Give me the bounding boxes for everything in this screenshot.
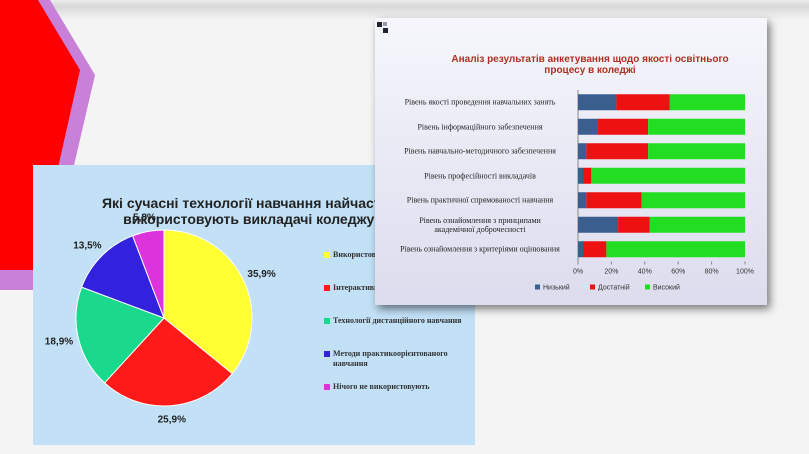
bar-segment	[606, 241, 745, 258]
pie-panel: Які сучасні технології навчання найчасті…	[33, 165, 476, 445]
pie-title: Які сучасні технології навчання найчасті…	[101, 195, 405, 227]
bar-segment	[591, 167, 745, 184]
bar-segment	[583, 167, 592, 184]
x-tick-label: 100%	[736, 268, 754, 275]
bar-segment	[578, 167, 584, 184]
data-label: 18,9%	[45, 336, 73, 347]
bar-segment	[578, 143, 587, 160]
x-tick-label: 80%	[705, 268, 719, 275]
bar-segment	[578, 94, 617, 111]
legend-label: Нічого не використовують	[333, 382, 430, 391]
legend-label: Високий	[653, 283, 680, 291]
legend-swatch	[535, 284, 540, 290]
bar-segment	[616, 94, 670, 111]
data-label: 25,9%	[158, 414, 186, 425]
legend-label: Достатній	[598, 283, 630, 291]
bar-segment	[641, 192, 745, 209]
bar-segment	[578, 192, 587, 209]
y-tick-label: Рівень практичної спрямованості навчання	[406, 195, 554, 205]
bar-segment	[578, 216, 619, 233]
pie-slice	[80, 235, 165, 319]
pie-slice	[131, 229, 165, 319]
bar-segment	[578, 241, 584, 258]
bar-segment	[583, 241, 607, 258]
legend-swatch	[324, 318, 330, 324]
data-label: 5,8%	[133, 212, 156, 223]
bar-chart: 0% 20% 40% 60% 80% 100% Низький Достатній Високи…	[535, 90, 754, 291]
y-tick-label: Рівень навчально-методичного забезпеченн…	[404, 146, 556, 156]
legend-swatch	[324, 384, 330, 390]
bar-segment	[618, 216, 650, 233]
bar-segment	[586, 143, 649, 160]
x-tick-label: 20%	[604, 268, 618, 275]
y-tick-label: Рівень інформаційного забезпечення	[417, 122, 543, 132]
pie-slice	[103, 317, 233, 407]
legend-swatch	[590, 284, 595, 290]
legend-label: Методи практикоорієнтованого навчання	[333, 349, 448, 368]
bar-segment	[649, 216, 745, 233]
legend-swatch	[324, 285, 330, 291]
pie-chart: 35,9% 25,9% 18,9% 13,5% 5,8%	[45, 212, 330, 425]
bar-segment	[648, 143, 745, 160]
y-tick-label: Рівень якості проведення навчальних заня…	[404, 97, 556, 107]
pie-slice	[75, 286, 165, 384]
legend-swatch	[324, 252, 330, 258]
y-tick-label: Рівень професійності викладачів	[424, 171, 536, 181]
x-tick-label: 40%	[638, 268, 652, 275]
y-tick-label: Рівень ознайомлення з критеріями оцінюва…	[400, 244, 560, 254]
bar-segment	[598, 118, 649, 135]
decor	[377, 22, 388, 33]
y-tick-label: Рівень ознайомлення з принципами академі…	[419, 215, 541, 234]
pie-slice	[163, 229, 253, 375]
bar-segment	[648, 118, 745, 135]
legend-swatch	[324, 351, 330, 357]
legend-label: Низький	[543, 283, 570, 291]
legend-label: Технології дистанційного навчання	[333, 316, 462, 325]
bar-segment	[578, 118, 599, 135]
bar-segment	[586, 192, 642, 209]
legend-swatch	[645, 284, 650, 290]
bar-title: Аналіз результатів анкетування щодо якос…	[451, 54, 729, 76]
decor	[0, 0, 95, 290]
bar-segment	[669, 94, 745, 111]
x-tick-label: 60%	[671, 268, 685, 275]
bar-panel: Аналіз результатів анкетування щодо якос…	[375, 18, 767, 305]
x-tick-label: 0%	[573, 268, 583, 275]
data-label: 35,9%	[247, 269, 275, 280]
data-label: 13,5%	[73, 241, 101, 252]
